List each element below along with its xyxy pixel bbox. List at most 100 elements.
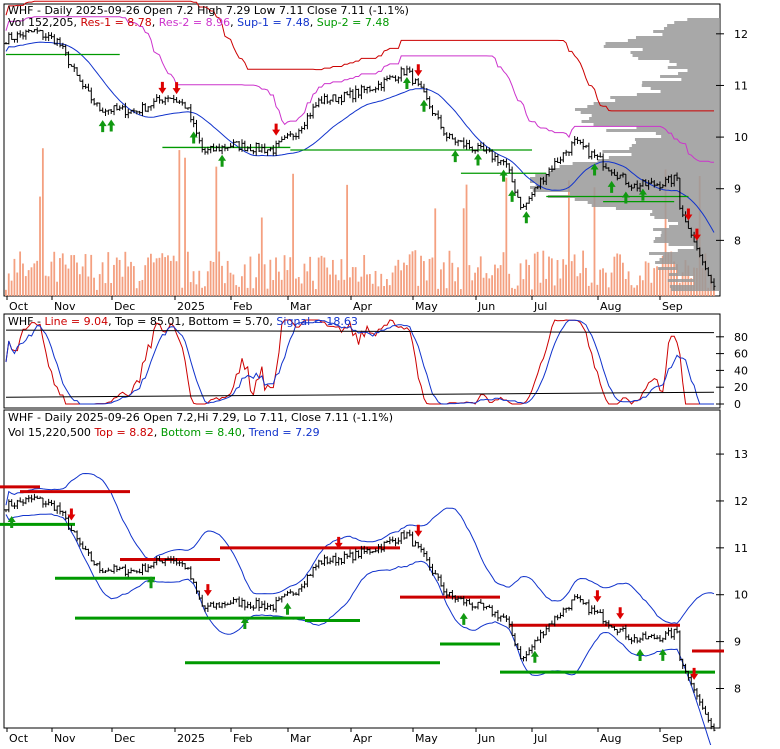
- volume-bar: [118, 259, 121, 296]
- panel1-header: WHF - Daily 2025-09-26 Open 7.2 High 7.2…: [8, 4, 409, 17]
- res1-line: [5, 0, 714, 112]
- volume-bar: [508, 273, 511, 296]
- volume-bar: [405, 265, 408, 296]
- volume-bar: [56, 281, 58, 296]
- volume-bar: [67, 268, 70, 296]
- volume-bar: [192, 271, 195, 296]
- panel3-x-label: Aug: [600, 732, 621, 745]
- volume-bar: [152, 262, 155, 296]
- lower-band: [5, 513, 713, 749]
- volume-bar: [331, 259, 334, 296]
- profile-bar: [668, 273, 720, 276]
- panel3-y-label: 13: [734, 448, 748, 461]
- panel3-x-label: Feb: [233, 732, 252, 745]
- volume-bar: [252, 288, 255, 296]
- volume-bar: [178, 150, 181, 296]
- volume-bar: [107, 252, 110, 296]
- volume-bar: [346, 184, 349, 296]
- volume-bar: [565, 264, 567, 296]
- profile-bar: [638, 57, 720, 60]
- profile-bar: [667, 219, 720, 222]
- buy-arrow: [658, 648, 667, 661]
- profile-bar: [674, 21, 720, 24]
- volume-bar: [161, 253, 164, 296]
- volume-bar: [567, 180, 570, 296]
- profile-bar: [676, 63, 720, 66]
- volume-bar: [468, 265, 471, 296]
- sell-arrow: [334, 536, 343, 549]
- volume-bar: [30, 267, 33, 296]
- volume-bar: [132, 266, 135, 296]
- volume-bar: [587, 285, 590, 296]
- panel3-y-label: 8: [734, 682, 741, 695]
- volume-bar: [272, 280, 275, 296]
- volume-bar: [289, 257, 292, 296]
- volume-bar: [246, 287, 249, 296]
- buy-arrow: [474, 153, 482, 166]
- buy-arrow: [451, 150, 460, 163]
- volume-bar: [22, 263, 24, 296]
- volume-bar: [215, 166, 218, 296]
- volume-bar: [64, 264, 67, 296]
- volume-bar: [275, 257, 277, 296]
- sell-arrow: [593, 590, 602, 603]
- volume-bar: [459, 289, 462, 296]
- profile-bar: [649, 252, 720, 255]
- panel2-oscillator-lines: [5, 319, 715, 405]
- volume-bar: [496, 268, 499, 296]
- volume-bar: [189, 282, 192, 296]
- volume-bar: [713, 286, 715, 296]
- profile-bar: [551, 168, 720, 171]
- volume-bar: [87, 276, 90, 296]
- volume-bar: [95, 289, 98, 296]
- profile-bar: [615, 207, 720, 210]
- volume-bar: [175, 261, 178, 296]
- volume-bar: [84, 254, 87, 296]
- volume-bar: [437, 288, 439, 296]
- panel1-x-label: Feb: [233, 300, 252, 313]
- sell-arrow: [203, 584, 212, 597]
- volume-bar: [579, 273, 582, 296]
- profile-bar: [677, 249, 720, 252]
- panel3-x-label: Dec: [114, 732, 135, 745]
- volume-bar: [258, 253, 260, 296]
- volume-bar: [323, 257, 326, 296]
- panel3-frame: [3, 409, 721, 729]
- volume-bar: [533, 253, 536, 296]
- volume-bar: [334, 274, 337, 296]
- volume-bar: [229, 272, 232, 296]
- profile-bar: [615, 99, 720, 102]
- profile-bar: [574, 198, 720, 201]
- volume-bar: [44, 275, 47, 296]
- res2-line: [5, 16, 714, 163]
- volume-bar: [516, 285, 519, 296]
- volume-bar: [380, 273, 383, 296]
- volume-bar: [104, 283, 107, 296]
- profile-bar: [574, 108, 720, 111]
- buy-arrow: [530, 650, 539, 663]
- volume-bar: [525, 259, 528, 296]
- volume-bar: [428, 258, 431, 296]
- profile-bar: [658, 267, 720, 270]
- sell-arrow: [67, 508, 76, 521]
- volume-bar: [434, 208, 437, 296]
- volume-bar: [553, 285, 556, 296]
- profile-bar: [687, 69, 720, 72]
- buy-arrow: [147, 576, 156, 589]
- volume-bar: [414, 250, 417, 296]
- profile-bar: [635, 36, 720, 39]
- panel3-x-label: Apr: [353, 732, 373, 745]
- profile-bar: [580, 111, 720, 114]
- profile-bar: [593, 123, 720, 126]
- volume-bar: [573, 254, 576, 296]
- volume-bar: [5, 289, 7, 296]
- sell-arrow: [272, 123, 281, 136]
- volume-bars: [5, 148, 715, 296]
- panel2-legend: WHF - Line = 9.04, Top = 85.01, Bottom =…: [8, 315, 358, 328]
- volume-bar: [27, 270, 30, 296]
- volume-bar: [539, 282, 542, 296]
- volume-bar: [681, 272, 684, 296]
- panel1-x-label: Jun: [477, 300, 495, 313]
- stoch-line: [5, 319, 714, 405]
- volume-bar: [622, 262, 624, 296]
